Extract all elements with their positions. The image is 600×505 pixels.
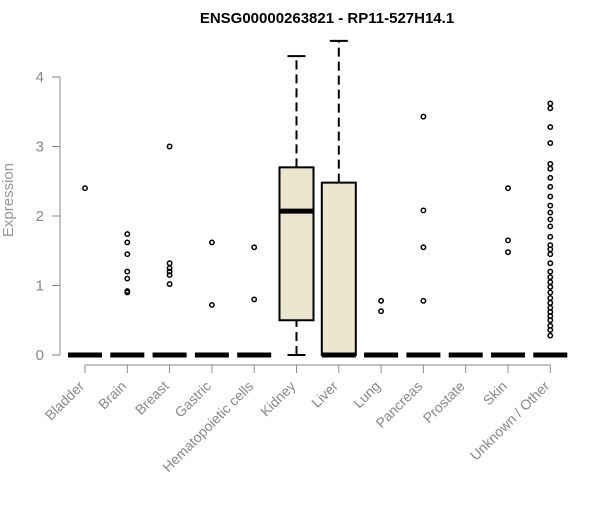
outlier-point xyxy=(547,295,554,301)
outlier-point xyxy=(124,275,131,282)
x-tick-label: Lung xyxy=(350,378,383,411)
outlier-point xyxy=(82,185,88,192)
box-rect xyxy=(278,166,315,322)
outlier-point xyxy=(547,124,554,130)
outlier-point xyxy=(124,268,131,275)
outlier-point xyxy=(420,113,427,120)
outlier-point xyxy=(547,289,554,296)
outlier-point xyxy=(547,140,554,146)
plot-area xyxy=(68,39,568,358)
box-group xyxy=(110,231,145,358)
outlier-point xyxy=(420,244,427,251)
x-tick-label: Skin xyxy=(480,378,511,409)
outlier-point xyxy=(166,260,173,267)
outlier-point xyxy=(547,332,554,339)
box-group xyxy=(152,143,187,358)
outlier-point xyxy=(547,165,554,172)
y-tick-label: 4 xyxy=(36,69,44,86)
outlier-point xyxy=(547,160,554,167)
outlier-point xyxy=(547,202,554,209)
outlier-point xyxy=(251,296,258,303)
box-group xyxy=(364,297,399,358)
box-group xyxy=(533,100,568,358)
x-tick-label: Liver xyxy=(308,378,341,411)
outlier-point xyxy=(547,260,554,267)
box-group xyxy=(491,185,525,358)
outlier-point xyxy=(547,183,554,190)
box-group xyxy=(320,39,357,358)
outlier-point xyxy=(547,209,554,216)
outlier-point xyxy=(420,207,427,214)
x-tick-label: Unknown / Other xyxy=(467,378,553,464)
outlier-point xyxy=(547,242,554,249)
outlier-point xyxy=(124,231,131,238)
outlier-point xyxy=(505,237,511,244)
outlier-point xyxy=(547,100,554,107)
outlier-point xyxy=(547,105,554,112)
outlier-point xyxy=(547,283,554,290)
box-group xyxy=(237,244,272,358)
outlier-point xyxy=(547,193,554,200)
y-tick-label: 0 xyxy=(36,347,44,364)
outlier-point xyxy=(547,174,554,181)
x-tick-label: Kidney xyxy=(257,378,299,420)
outlier-point xyxy=(124,251,131,258)
chart-title: ENSG00000263821 - RP11-527H14.1 xyxy=(200,10,454,27)
outlier-point xyxy=(166,143,173,150)
outlier-point xyxy=(505,249,511,256)
box-group xyxy=(194,239,229,358)
outlier-point xyxy=(208,239,215,246)
outlier-point xyxy=(547,233,554,240)
outlier-point xyxy=(547,268,554,275)
outlier-point xyxy=(166,281,173,288)
outlier-point xyxy=(547,216,554,223)
y-tick-label: 3 xyxy=(36,139,44,156)
outlier-point xyxy=(547,251,554,258)
box-group xyxy=(278,55,315,356)
outlier-point xyxy=(547,274,554,281)
outlier-point xyxy=(420,297,427,304)
y-tick-label: 2 xyxy=(36,208,44,225)
y-tick-label: 1 xyxy=(36,278,44,295)
y-axis: 0 1 2 3 4 xyxy=(36,69,61,364)
y-axis-label: Expression xyxy=(0,163,17,237)
outlier-point xyxy=(166,268,173,275)
outlier-point xyxy=(124,288,131,295)
box-group xyxy=(68,185,102,358)
outlier-point xyxy=(505,185,511,192)
x-tick-label: Prostate xyxy=(420,378,468,426)
outlier-point xyxy=(547,299,554,306)
outlier-point xyxy=(208,302,215,308)
outlier-point xyxy=(378,308,385,315)
box-group xyxy=(406,113,441,358)
outlier-point xyxy=(166,272,173,279)
outlier-point xyxy=(547,322,554,329)
outlier-point xyxy=(251,244,258,251)
box-rect xyxy=(320,181,357,356)
outlier-point xyxy=(166,265,173,272)
x-tick-label: Pancreas xyxy=(372,378,425,431)
x-tick-label: Brain xyxy=(95,378,129,412)
x-tick-label: Bladder xyxy=(42,378,88,424)
outlier-point xyxy=(547,223,554,230)
outlier-point xyxy=(547,304,554,311)
outlier-point xyxy=(378,297,385,304)
x-tick-label: Breast xyxy=(132,378,172,418)
outlier-point xyxy=(547,279,554,285)
outlier-point xyxy=(124,239,131,246)
